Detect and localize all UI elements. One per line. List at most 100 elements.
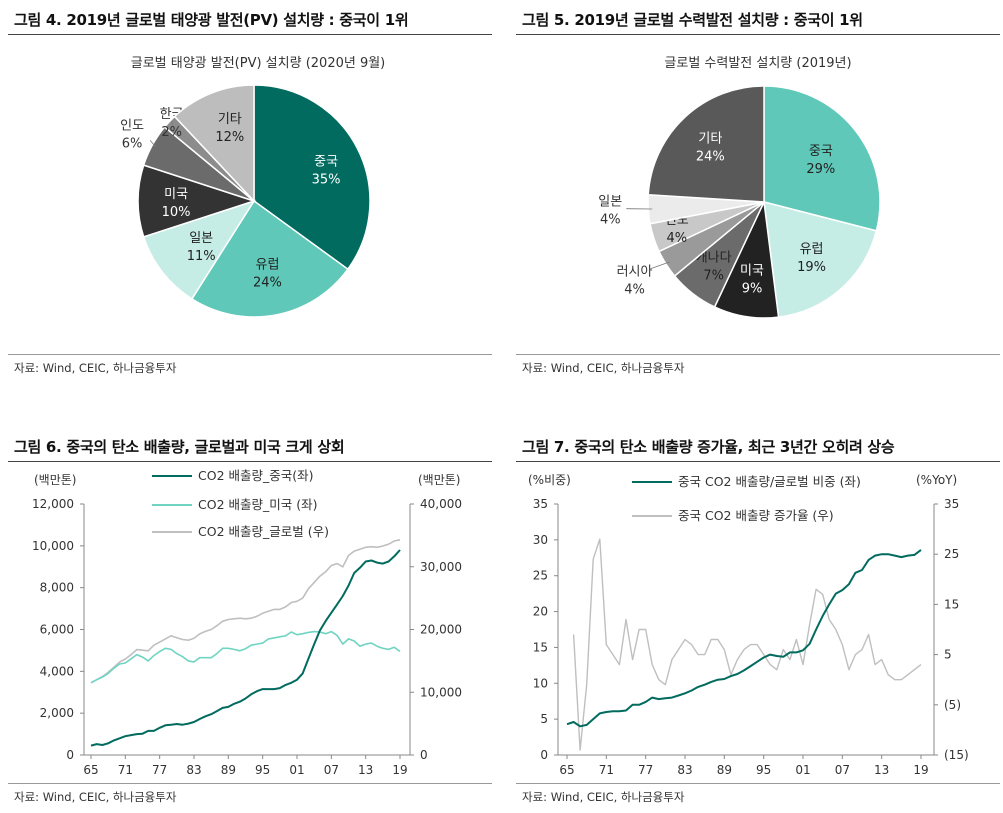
pie-leader-한국: [171, 121, 173, 125]
fig4-bottom-rule: [8, 354, 492, 355]
left-tick-label: 8,000: [40, 581, 74, 595]
x-tick-label: 07: [835, 763, 850, 777]
series-line-1: [572, 538, 922, 751]
growth-chart-body: 0 5 10 15 20 25 30 35 (15) (5) 5 15 25 35 65 71 77 83 89 95…: [528, 473, 969, 777]
pie-label-캐나다: 캐나다: [696, 250, 732, 265]
left-tick-label: 20: [533, 605, 548, 619]
left-tick-label: 10,000: [32, 539, 74, 553]
pie-label-중국: 중국: [314, 154, 338, 169]
right-tick-label: 40,000: [420, 497, 462, 511]
emissions-line-chart: 0 2,000 4,000 6,000 8,000 10,000 12,000 0 10,000…: [32, 468, 462, 777]
fig7-source: 자료: Wind, CEIC, 하나금융투자: [522, 790, 685, 804]
hydro-pie-chart: 글로벌 수력발전 설치량 (2019년) 중국 29% 유럽 19% 미국 9% 캐나다 7%…: [598, 56, 881, 319]
fig4-title: 그림 4. 2019년 글로벌 태양광 발전(PV) 설치량 : 중국이 1위: [14, 11, 409, 29]
pie-slice-기타: [647, 85, 765, 203]
pie-label-러시아: 러시아: [617, 265, 653, 280]
x-tick-label: 77: [638, 763, 653, 777]
x-tick-label: 65: [83, 763, 98, 777]
legend-label-1: CO2 배출량_미국 (좌): [198, 497, 317, 512]
pie-slice-일본: [142, 199, 256, 300]
fig5-top-rule: [516, 34, 1000, 35]
right-tick-label: 35: [944, 497, 959, 511]
pie-label-일본: 일본: [598, 195, 622, 210]
fig5-source: 자료: Wind, CEIC, 하나금융투자: [522, 361, 685, 375]
pv-pie-chart: 글로벌 태양광 발전(PV) 설치량 (2020년 9월) 중국 35% 유럽 24%…: [120, 56, 386, 318]
series-line-0: [90, 549, 401, 747]
pie-label-중국: 중국: [809, 144, 833, 159]
legend-label-1: 중국 CO2 배출량 증가율 (우): [678, 508, 834, 523]
pie-label-유럽: 유럽: [800, 242, 824, 257]
pie-slice-유럽: [763, 200, 878, 318]
fig4-source: 자료: Wind, CEIC, 하나금융투자: [14, 361, 177, 375]
right-unit-label: (백만톤): [418, 473, 460, 487]
pie-label-기타: 기타: [218, 112, 242, 127]
pie-slice-중국: [763, 85, 881, 232]
pie-value-러시아: 4%: [624, 283, 645, 298]
pie-label-미국: 미국: [164, 187, 188, 202]
fig6-bottom-rule: [8, 783, 492, 784]
right-tick-label: 25: [944, 547, 959, 561]
fig5-title: 그림 5. 2019년 글로벌 수력발전 설치량 : 중국이 1위: [522, 11, 863, 29]
pv-chart-title: 글로벌 태양광 발전(PV) 설치량 (2020년 9월): [131, 56, 386, 71]
fig6-top-rule: [8, 461, 492, 462]
pie-slice-유럽: [190, 199, 349, 318]
pie-label-인도: 인도: [120, 118, 144, 133]
right-tick-label: (15): [944, 748, 969, 762]
fig7-bottom-rule: [516, 783, 1000, 784]
pie-label-유럽: 유럽: [256, 258, 280, 273]
left-unit-label: (백만톤): [34, 473, 76, 487]
pie-value-기타: 12%: [215, 130, 244, 145]
pie-label-일본: 일본: [189, 231, 213, 246]
left-tick-label: 15: [533, 640, 548, 654]
x-tick-label: 19: [392, 763, 407, 777]
left-tick-label: 30: [533, 533, 548, 547]
fig4-top-rule: [8, 34, 492, 35]
x-tick-label: 89: [717, 763, 732, 777]
pie-value-미국: 10%: [162, 205, 191, 220]
right-tick-label: 0: [420, 748, 428, 762]
pie-value-중국: 29%: [806, 162, 835, 177]
pie-label-기타: 기타: [698, 131, 722, 146]
x-tick-label: 19: [913, 763, 928, 777]
pie-value-중국: 35%: [312, 172, 341, 187]
x-tick-label: 07: [324, 763, 339, 777]
pie-leader-러시아: [650, 261, 670, 270]
growth-line-chart: 0 5 10 15 20 25 30 35 (15) (5) 5 15 25 35 65 71 77 83 89 95…: [528, 473, 969, 777]
x-tick-label: 65: [559, 763, 574, 777]
left-unit-label: (%비중): [528, 473, 571, 487]
right-unit-label: (%YoY): [916, 473, 957, 487]
x-tick-label: 71: [599, 763, 614, 777]
pie-slice-미국: [137, 164, 257, 238]
right-tick-label: 30,000: [420, 560, 462, 574]
right-tick-label: 5: [944, 648, 952, 662]
right-tick-label: 10,000: [420, 685, 462, 699]
left-tick-label: 35: [533, 497, 548, 511]
x-tick-label: 95: [756, 763, 771, 777]
left-tick-label: 4,000: [40, 664, 74, 678]
x-tick-label: 83: [677, 763, 692, 777]
series-line-1: [90, 630, 401, 684]
pie-value-유럽: 24%: [253, 276, 282, 291]
x-tick-label: 95: [255, 763, 270, 777]
left-tick-label: 25: [533, 569, 548, 583]
left-tick-label: 0: [540, 748, 548, 762]
pie-label-미국: 미국: [740, 264, 764, 279]
fig6-source: 자료: Wind, CEIC, 하나금융투자: [14, 790, 177, 804]
fig6-title: 그림 6. 중국의 탄소 배출량, 글로벌과 미국 크게 상회: [14, 438, 345, 456]
x-tick-label: 01: [795, 763, 810, 777]
legend-label-0: CO2 배출량_중국(좌): [198, 468, 314, 483]
x-tick-label: 13: [358, 763, 373, 777]
right-tick-label: 20,000: [420, 623, 462, 637]
pie-value-유럽: 19%: [797, 260, 826, 275]
series-line-0: [566, 549, 922, 728]
left-tick-label: 10: [533, 676, 548, 690]
x-tick-label: 89: [221, 763, 236, 777]
legend-label-2: CO2 배출량_글로벌 (우): [198, 524, 329, 539]
pie-value-캐나다: 7%: [703, 268, 724, 283]
pie-slice-기타: [173, 84, 255, 203]
left-tick-label: 5: [540, 712, 548, 726]
x-tick-label: 71: [118, 763, 133, 777]
pie-value-인도: 4%: [666, 231, 687, 246]
right-tick-label: 15: [944, 597, 959, 611]
